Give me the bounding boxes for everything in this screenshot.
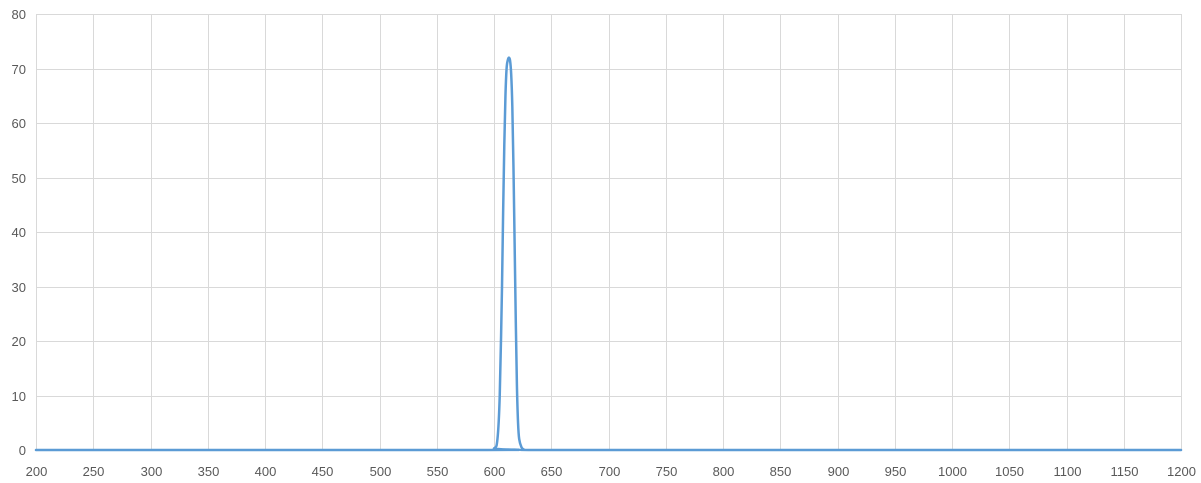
y-axis-ticks: 0 10 20 30 40 50 60 70 80 [12,7,26,458]
x-tick-label: 1100 [1054,464,1082,479]
x-tick-label: 700 [599,464,621,479]
x-tick-label: 550 [427,464,449,479]
x-tick-label: 900 [828,464,850,479]
x-tick-label: 400 [255,464,277,479]
x-tick-label: 500 [370,464,392,479]
series [34,56,1183,452]
x-tick-label: 1000 [938,464,967,479]
x-tick-label: 300 [141,464,163,479]
y-tick-label: 20 [12,334,26,349]
x-tick-label: 350 [198,464,220,479]
x-tick-label: 250 [83,464,105,479]
x-tick-label: 1150 [1111,464,1139,479]
y-tick-label: 40 [12,225,26,240]
x-tick-label: 600 [484,464,506,479]
x-tick-label: 200 [26,464,48,479]
grid [36,14,1182,450]
y-tick-label: 0 [19,443,26,458]
x-tick-label: 650 [541,464,563,479]
x-tick-label: 850 [770,464,792,479]
y-tick-label: 50 [12,171,26,186]
x-axis-ticks: 200 250 300 350 400 450 500 550 600 650 700 750 800 8… [26,464,1196,479]
x-tick-label: 950 [885,464,907,479]
series-line [34,56,1183,452]
x-tick-label: 1050 [995,464,1024,479]
y-tick-label: 70 [12,62,26,77]
y-tick-label: 30 [12,280,26,295]
y-tick-label: 80 [12,7,26,22]
y-tick-label: 60 [12,116,26,131]
y-tick-label: 10 [12,389,26,404]
x-tick-label: 450 [312,464,334,479]
x-tick-label: 1200 [1167,464,1196,479]
x-tick-label: 750 [656,464,678,479]
x-tick-label: 800 [713,464,735,479]
